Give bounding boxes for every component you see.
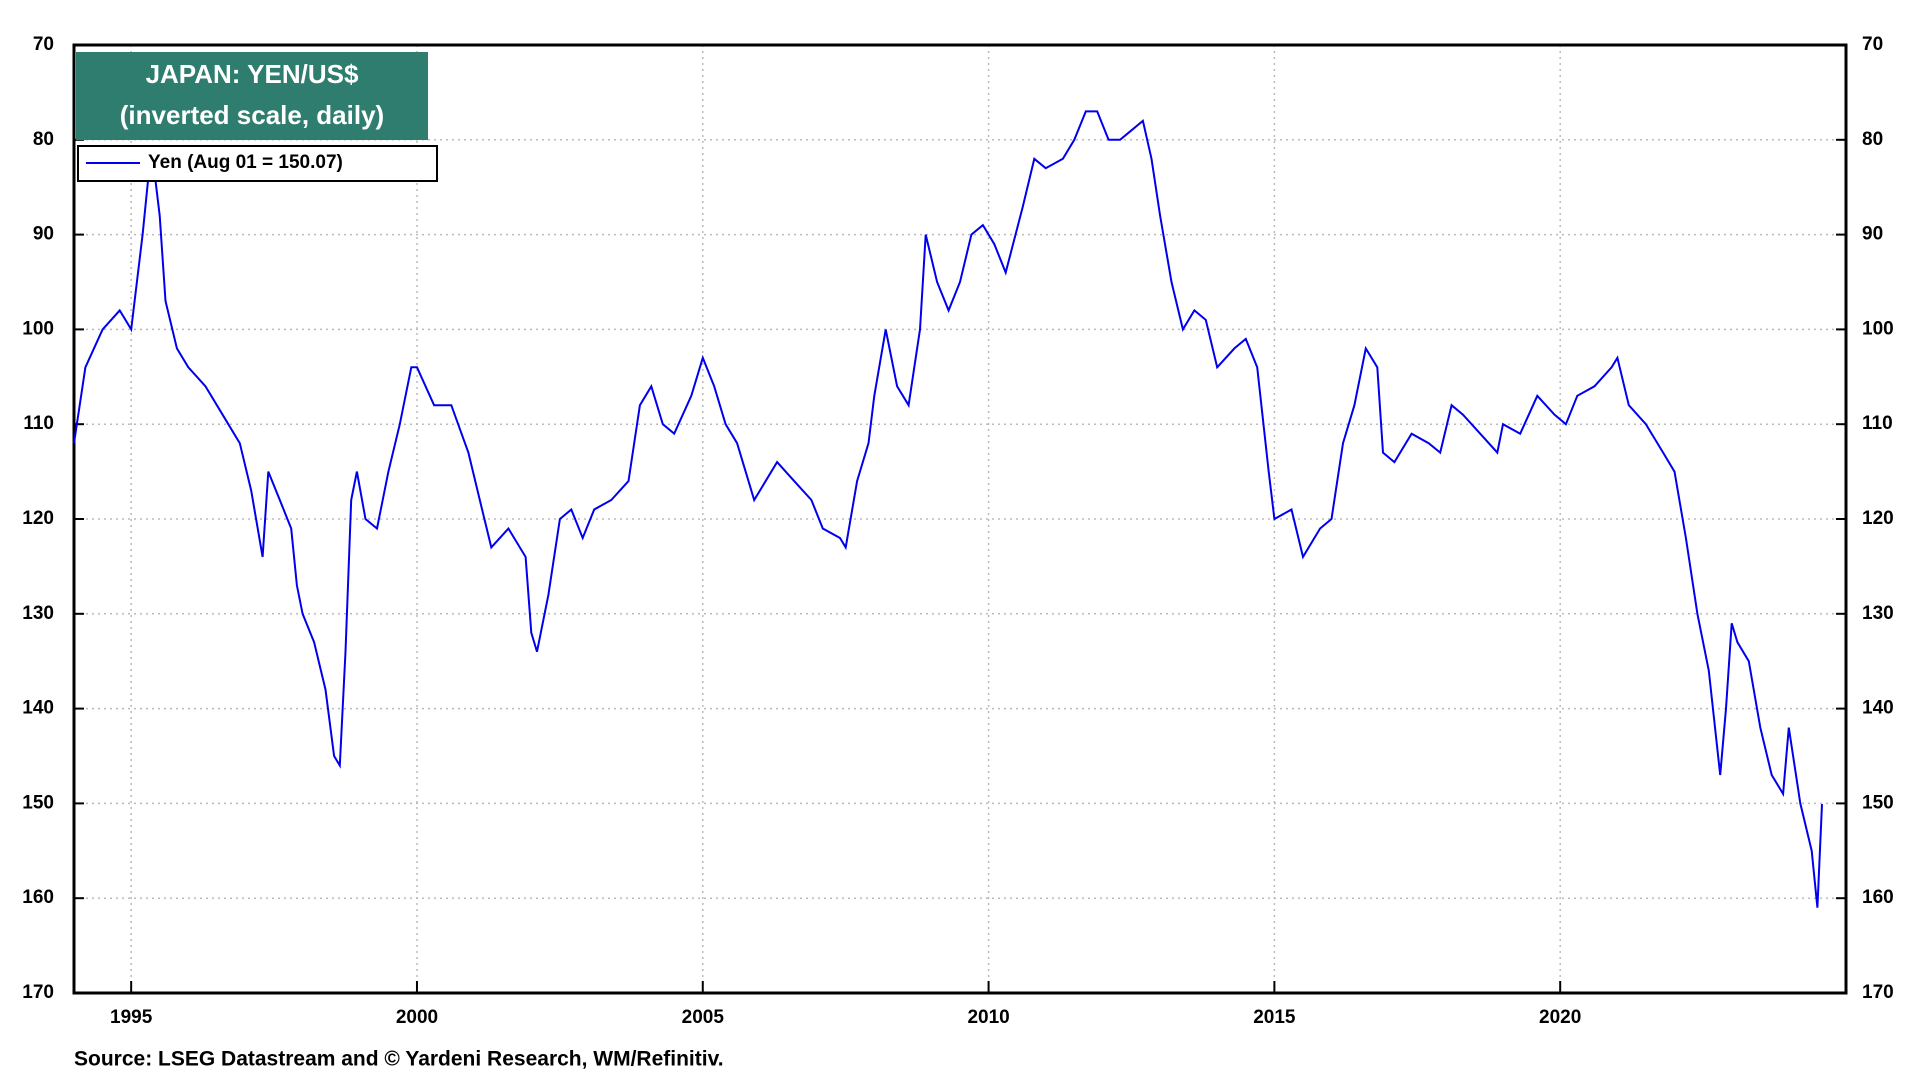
y2-tick-label: 70 bbox=[1862, 34, 1883, 55]
y2-tick-label: 120 bbox=[1862, 508, 1894, 529]
y2-tick-label: 130 bbox=[1862, 603, 1894, 624]
y2-tick-label: 150 bbox=[1862, 792, 1894, 813]
y2-tick-label: 140 bbox=[1862, 698, 1894, 719]
y2-tick-label: 170 bbox=[1862, 982, 1894, 1003]
y-tick-label: 140 bbox=[22, 698, 54, 719]
y2-tick-label: 100 bbox=[1862, 318, 1894, 339]
x-tick-label: 2015 bbox=[1253, 1007, 1296, 1028]
y-tick-label: 150 bbox=[22, 792, 54, 813]
x-tick-label: 2020 bbox=[1539, 1007, 1581, 1028]
x-tick-label: 2005 bbox=[682, 1007, 725, 1028]
x-tick-label: 2010 bbox=[967, 1007, 1009, 1028]
y-tick-label: 90 bbox=[33, 224, 54, 245]
chart-title: JAPAN: YEN/US$ bbox=[146, 59, 359, 89]
y-tick-label: 160 bbox=[22, 887, 54, 908]
y-tick-label: 100 bbox=[22, 318, 54, 339]
y-tick-label: 130 bbox=[22, 603, 54, 624]
y2-tick-label: 110 bbox=[1862, 413, 1893, 434]
y2-tick-label: 90 bbox=[1862, 224, 1883, 245]
source-note: Source: LSEG Datastream and © Yardeni Re… bbox=[74, 1048, 724, 1071]
x-tick-label: 1995 bbox=[110, 1007, 153, 1028]
y2-tick-label: 80 bbox=[1862, 129, 1883, 150]
y-tick-label: 110 bbox=[23, 413, 54, 434]
data-line bbox=[73, 110, 1823, 908]
x-tick-label: 2000 bbox=[396, 1007, 438, 1028]
title-box bbox=[76, 52, 428, 140]
legend-label: Yen (Aug 01 = 150.07) bbox=[148, 152, 343, 173]
y-tick-label: 80 bbox=[33, 129, 54, 150]
y2-tick-label: 160 bbox=[1862, 887, 1894, 908]
chart-subtitle: (inverted scale, daily) bbox=[120, 100, 384, 130]
y-tick-label: 70 bbox=[33, 34, 54, 55]
y-tick-label: 120 bbox=[22, 508, 54, 529]
y-tick-label: 170 bbox=[22, 982, 54, 1003]
